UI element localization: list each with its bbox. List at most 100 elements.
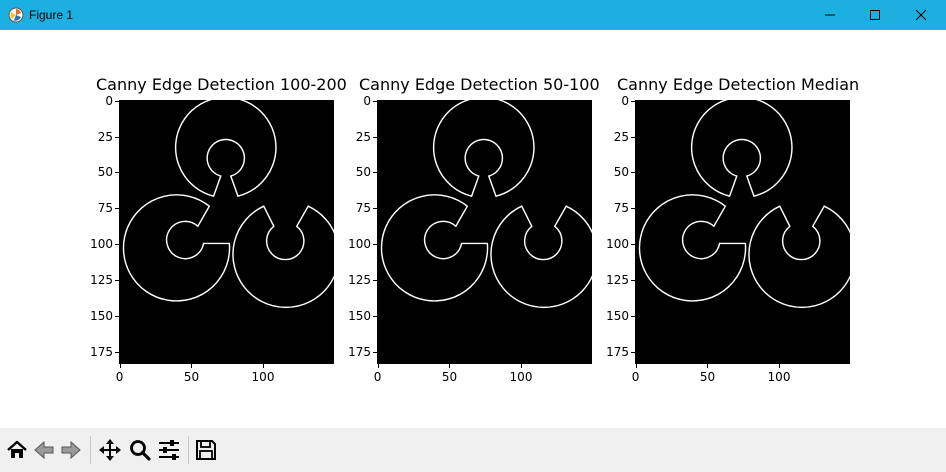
y-tick-mark — [115, 100, 119, 102]
y-tick-mark — [631, 244, 635, 246]
zoom-button[interactable] — [128, 438, 152, 462]
forward-button[interactable] — [59, 438, 83, 462]
edge-contour — [232, 205, 340, 309]
y-tick-mark — [631, 208, 635, 210]
toolbar-separator — [188, 436, 189, 464]
x-tick-mark — [263, 364, 265, 368]
maximize-icon — [870, 10, 880, 20]
minimize-button[interactable] — [807, 0, 853, 30]
y-tick-label: 25 — [613, 129, 629, 144]
edge-contour — [122, 194, 231, 302]
y-tick-mark — [373, 100, 377, 102]
edge-contour — [690, 96, 793, 198]
back-button[interactable] — [32, 438, 56, 462]
toolbar-separator — [90, 436, 91, 464]
y-tick-label: 50 — [355, 165, 371, 180]
y-tick-label: 50 — [97, 165, 113, 180]
y-tick-label: 25 — [97, 129, 113, 144]
y-tick-mark — [115, 280, 119, 282]
x-tick-mark — [449, 364, 451, 368]
x-tick-mark — [521, 364, 523, 368]
x-tick-label: 100 — [251, 370, 275, 384]
y-tick-mark — [373, 280, 377, 282]
edge-image — [635, 96, 856, 364]
figure-canvas[interactable]: Canny Edge Detection 100-200 Canny Edge … — [0, 30, 946, 428]
y-tick-label: 125 — [606, 273, 629, 288]
edge-lines — [380, 96, 598, 309]
y-tick-mark — [631, 136, 635, 138]
x-tick-label: 50 — [699, 370, 716, 384]
y-tick-label: 75 — [355, 201, 371, 216]
x-tick-label: 100 — [767, 370, 791, 384]
y-tick-label: 0 — [621, 93, 629, 108]
y-tick-mark — [115, 244, 119, 246]
y-tick-mark — [631, 100, 635, 102]
maximize-button[interactable] — [852, 0, 898, 30]
y-tick-mark — [115, 172, 119, 174]
edge-contour — [174, 96, 277, 198]
y-tick-mark — [115, 351, 119, 353]
axes-title: Canny Edge Detection 100-200 — [96, 75, 347, 94]
configure-subplots-button[interactable] — [157, 438, 181, 462]
y-tick-mark — [373, 244, 377, 246]
x-tick-label: 50 — [183, 370, 200, 384]
y-tick-label: 175 — [606, 344, 629, 359]
y-tick-mark — [373, 315, 377, 317]
edge-lines — [638, 96, 856, 309]
x-tick-label: 0 — [115, 370, 124, 384]
save-button[interactable] — [194, 438, 218, 462]
y-tick-label: 175 — [90, 344, 113, 359]
back-icon — [34, 440, 54, 460]
y-tick-label: 150 — [348, 308, 371, 323]
window-titlebar[interactable]: Figure 1 — [0, 0, 946, 30]
y-tick-label: 0 — [105, 93, 113, 108]
y-tick-label: 150 — [606, 308, 629, 323]
y-tick-label: 25 — [355, 129, 371, 144]
y-tick-label: 100 — [606, 237, 629, 252]
y-tick-mark — [373, 351, 377, 353]
y-tick-mark — [115, 315, 119, 317]
y-tick-mark — [115, 136, 119, 138]
y-tick-label: 50 — [613, 165, 629, 180]
matplotlib-logo-icon — [8, 7, 24, 23]
configure-subplots-icon — [159, 440, 179, 460]
y-tick-label: 125 — [348, 273, 371, 288]
x-tick-label: 100 — [509, 370, 533, 384]
y-tick-label: 0 — [363, 93, 371, 108]
y-tick-mark — [631, 280, 635, 282]
home-button[interactable] — [5, 438, 29, 462]
home-icon — [7, 440, 27, 458]
x-tick-mark — [707, 364, 709, 368]
close-button[interactable] — [898, 0, 944, 30]
y-tick-mark — [373, 136, 377, 138]
y-tick-mark — [631, 351, 635, 353]
axes-title: Canny Edge Detection Median — [617, 75, 860, 94]
window-title: Figure 1 — [29, 8, 74, 22]
minimize-icon — [825, 14, 835, 16]
zoom-icon — [130, 440, 151, 461]
edge-contour — [432, 96, 535, 198]
save-icon — [196, 440, 216, 460]
x-tick-label: 0 — [631, 370, 640, 384]
pan-icon — [99, 439, 121, 461]
y-tick-label: 100 — [90, 237, 113, 252]
edge-image — [119, 96, 340, 364]
edge-contour — [380, 194, 489, 302]
y-tick-mark — [373, 172, 377, 174]
x-tick-mark — [635, 364, 637, 368]
y-tick-mark — [373, 208, 377, 210]
edge-lines — [122, 96, 340, 309]
forward-icon — [61, 440, 81, 460]
x-tick-label: 0 — [373, 370, 382, 384]
x-tick-mark — [377, 364, 379, 368]
edge-contour — [748, 205, 856, 309]
x-tick-label: 50 — [441, 370, 458, 384]
navigation-toolbar — [0, 428, 946, 472]
y-tick-mark — [631, 315, 635, 317]
y-tick-mark — [115, 208, 119, 210]
y-tick-label: 75 — [97, 201, 113, 216]
x-tick-mark — [119, 364, 121, 368]
edge-contour — [490, 205, 598, 309]
pan-button[interactable] — [98, 438, 122, 462]
y-tick-label: 125 — [90, 273, 113, 288]
